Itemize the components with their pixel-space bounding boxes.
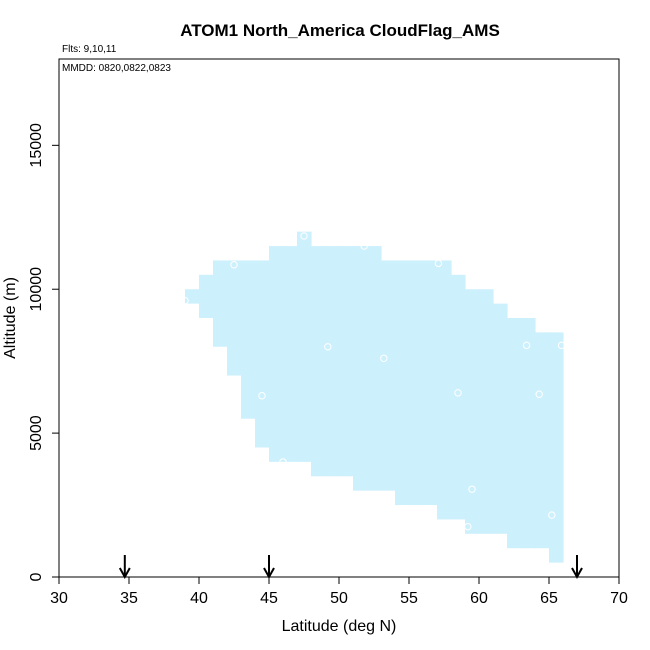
- data-marker: [522, 341, 531, 350]
- y-tick-label: 15000: [28, 123, 45, 168]
- data-marker: [279, 458, 287, 466]
- heatmap-cell: [199, 274, 214, 318]
- heatmap-cell: [297, 231, 312, 462]
- heatmap-cell: [381, 260, 396, 491]
- y-axis: 0 5000 10000 15000: [28, 123, 59, 581]
- heatmap-cell: [535, 332, 550, 549]
- y-tick-label: 10000: [28, 267, 45, 312]
- x-tick-label: 40: [190, 590, 208, 607]
- heatmap-cell: [493, 303, 508, 534]
- data-marker: [535, 390, 543, 398]
- heatmap-cell: [241, 260, 256, 419]
- x-tick-label: 50: [330, 590, 348, 607]
- data-marker: [181, 297, 189, 305]
- heatmap-cell: [325, 246, 340, 477]
- heatmap-cell: [353, 246, 368, 491]
- heatmap-cell: [339, 246, 354, 477]
- y-tick-label: 5000: [28, 415, 45, 451]
- data-marker: [557, 341, 566, 350]
- dates-note: MMDD: 0820,0822,0823: [62, 63, 171, 74]
- heatmap-cell: [227, 260, 242, 376]
- heatmap-cell: [213, 260, 228, 347]
- data-marker: [468, 485, 476, 493]
- data-marker: [324, 343, 332, 351]
- x-tick-label: 55: [400, 590, 418, 607]
- heatmap-cell: [549, 332, 564, 563]
- heatmap-cell: [367, 246, 382, 491]
- flight-arrows: [118, 555, 583, 580]
- heatmap-cell: [423, 260, 438, 506]
- data-marker: [258, 392, 266, 400]
- arrow-head: [263, 567, 275, 580]
- data-markers: [181, 232, 566, 531]
- heatmap-cell: [479, 289, 494, 534]
- y-axis-label: Altitude (m): [2, 277, 19, 359]
- data-marker: [230, 261, 238, 269]
- x-tick-label: 45: [260, 590, 278, 607]
- data-marker: [464, 522, 472, 531]
- arrow-head: [571, 567, 583, 580]
- x-axis: 30 35 40 45 50 55 60 65 70: [50, 577, 628, 607]
- arrow-head: [118, 567, 131, 580]
- heatmap-cell: [437, 260, 452, 520]
- x-tick-label: 70: [610, 590, 628, 607]
- x-axis-label: Latitude (deg N): [282, 618, 397, 635]
- heatmap-cell: [451, 274, 466, 520]
- heatmap-cell: [269, 246, 284, 462]
- data-marker: [548, 511, 556, 519]
- x-tick-label: 60: [470, 590, 488, 607]
- heatmap-cell: [255, 260, 270, 448]
- heatmap-cell: [395, 260, 410, 506]
- data-marker: [380, 354, 388, 362]
- data-cells: [185, 231, 564, 563]
- heatmap-cell: [465, 289, 480, 534]
- data-marker: [300, 232, 308, 240]
- heatmap-cell: [521, 318, 536, 549]
- data-marker: [434, 259, 443, 268]
- flights-note: Flts: 9,10,11: [62, 44, 117, 55]
- heatmap-cell: [185, 289, 200, 304]
- y-tick-label: 0: [28, 572, 45, 581]
- heatmap-cell: [311, 246, 326, 477]
- x-tick-label: 35: [120, 590, 138, 607]
- chart-title: ATOM1 North_America CloudFlag_AMS: [180, 21, 500, 40]
- data-marker: [454, 389, 462, 397]
- heatmap-cell: [409, 260, 424, 506]
- heatmap-cell: [283, 246, 298, 462]
- x-tick-label: 30: [50, 590, 68, 607]
- heatmap-cell: [507, 318, 522, 549]
- x-tick-label: 65: [540, 590, 558, 607]
- data-marker: [360, 242, 368, 250]
